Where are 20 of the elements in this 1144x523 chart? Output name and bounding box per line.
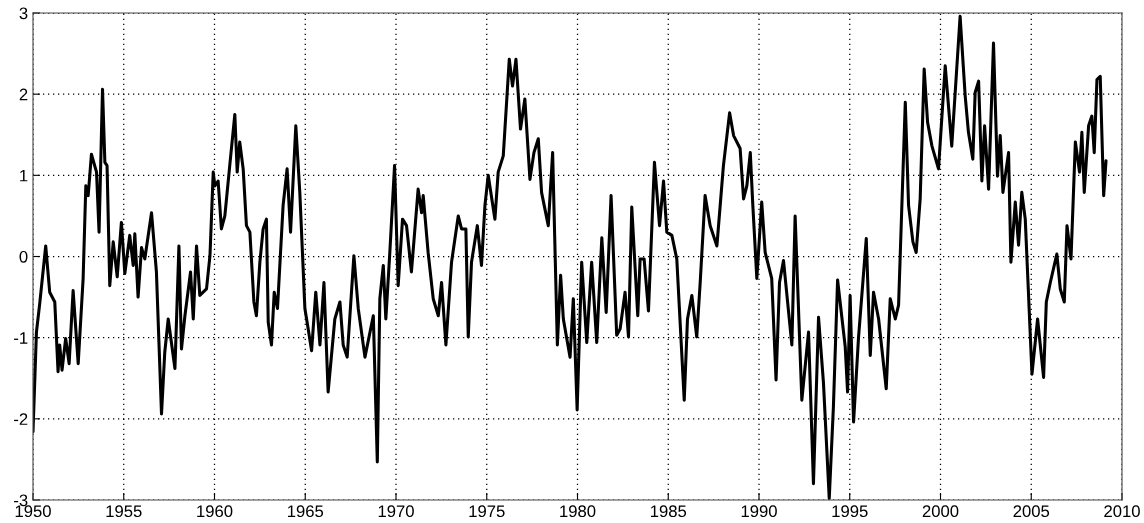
- y-tick-label: -1: [14, 332, 28, 344]
- x-tick-label: 1985: [650, 505, 687, 518]
- x-tick-label: 1965: [287, 505, 324, 518]
- x-tick-label: 1980: [560, 505, 596, 518]
- y-tick-label: -3: [14, 494, 28, 507]
- x-tick-label: 2000: [922, 505, 959, 518]
- y-tick-label: 1: [20, 169, 28, 182]
- y-tick-label: 2: [19, 88, 28, 101]
- y-tick-label: 3: [19, 7, 28, 20]
- x-tick-label: 1960: [197, 505, 233, 518]
- x-tick-label: 1990: [741, 505, 777, 518]
- x-tick-label: 1970: [378, 505, 414, 518]
- y-tick-label: 0: [19, 250, 28, 263]
- x-tick-label: 1995: [832, 505, 868, 518]
- y-tick-label: -2: [14, 413, 28, 425]
- x-tick-label: 2005: [1013, 505, 1050, 518]
- x-tick-label: 1950: [15, 505, 51, 518]
- x-tick-label: 1955: [106, 505, 142, 518]
- x-tick-label: 2010: [1104, 505, 1140, 518]
- x-tick-label: 1975: [469, 505, 505, 518]
